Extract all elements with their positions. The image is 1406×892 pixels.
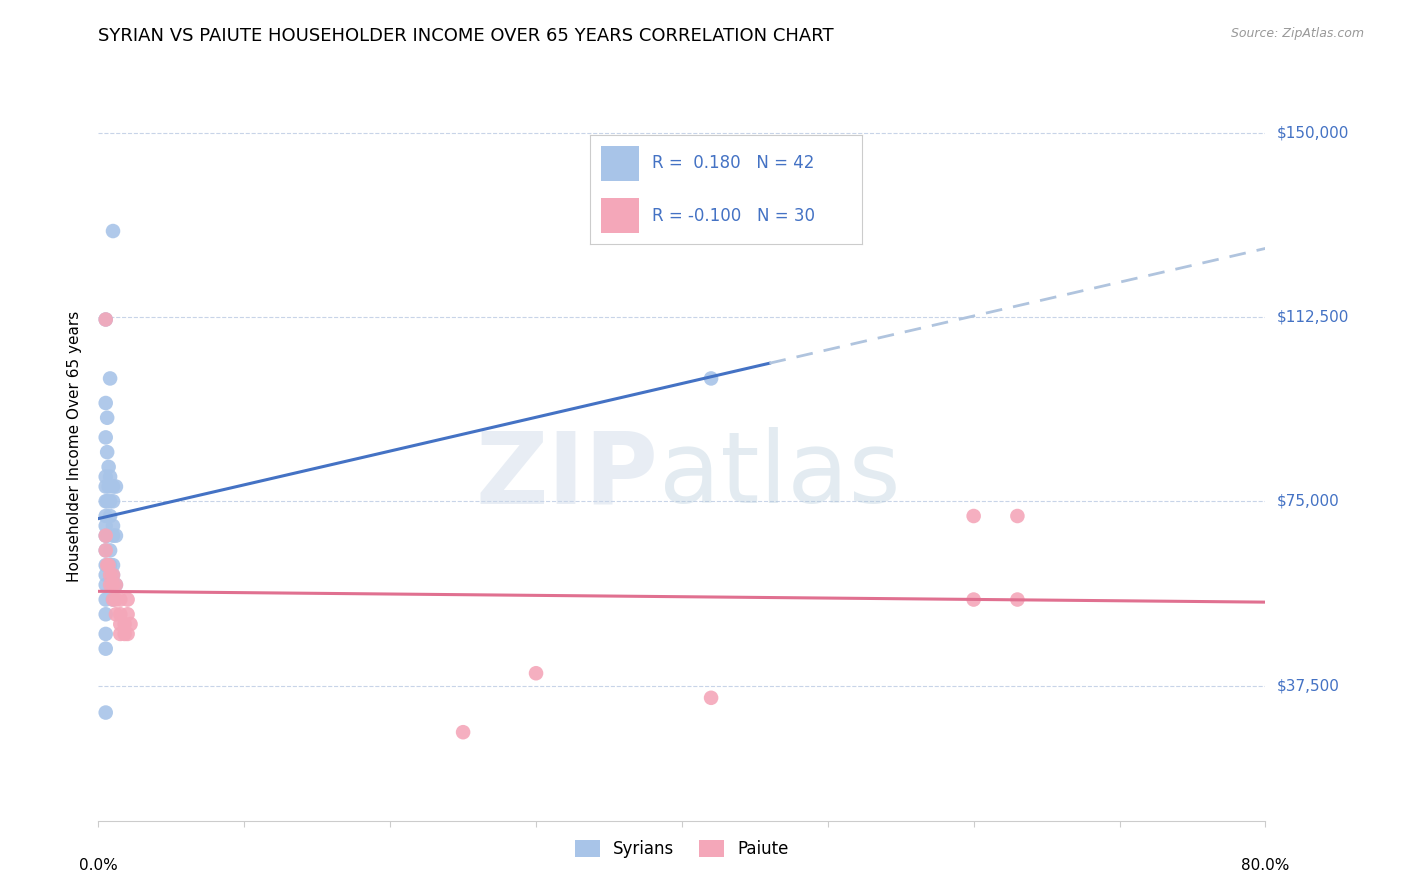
Point <box>94 312 117 326</box>
Point <box>94 607 117 622</box>
Text: ZIP: ZIP <box>475 427 658 524</box>
Point <box>101 558 124 573</box>
Point <box>94 627 117 641</box>
Point <box>98 543 121 558</box>
Point <box>104 479 127 493</box>
Point <box>98 494 121 508</box>
Text: R = -0.100   N = 30: R = -0.100 N = 30 <box>652 207 815 225</box>
Point <box>97 479 120 493</box>
Point <box>94 519 117 533</box>
Point <box>117 627 139 641</box>
Point <box>98 371 121 385</box>
Point <box>1007 592 1029 607</box>
Point <box>101 224 124 238</box>
Text: 80.0%: 80.0% <box>1241 858 1289 873</box>
Point <box>104 529 127 543</box>
Point <box>94 396 117 410</box>
Point <box>104 592 127 607</box>
Point <box>700 690 723 705</box>
Point <box>94 706 117 720</box>
Point <box>101 592 124 607</box>
Point <box>94 543 117 558</box>
Point <box>98 568 121 582</box>
Y-axis label: Householder Income Over 65 years: Householder Income Over 65 years <box>67 310 83 582</box>
Point <box>110 627 132 641</box>
Point <box>104 578 127 592</box>
Text: atlas: atlas <box>658 427 900 524</box>
Point <box>96 558 118 573</box>
Point <box>451 725 474 739</box>
Point <box>98 469 121 483</box>
Text: 0.0%: 0.0% <box>79 858 118 873</box>
Point <box>120 617 142 632</box>
Text: R =  0.180   N = 42: R = 0.180 N = 42 <box>652 154 815 172</box>
Point <box>94 592 117 607</box>
Point <box>96 445 118 459</box>
Bar <box>600 198 638 234</box>
Point <box>101 529 124 543</box>
Point <box>94 529 117 543</box>
Point <box>101 592 124 607</box>
Point <box>96 410 118 425</box>
Point <box>96 529 118 543</box>
Point <box>98 578 121 592</box>
Point <box>101 494 124 508</box>
Text: $150,000: $150,000 <box>1277 125 1348 140</box>
Point <box>98 558 121 573</box>
Point <box>110 592 132 607</box>
Point <box>110 617 132 632</box>
Point <box>94 543 117 558</box>
Point <box>98 508 121 523</box>
Point <box>114 617 136 632</box>
Bar <box>600 145 638 181</box>
Point <box>97 459 120 474</box>
Point <box>1007 508 1029 523</box>
Point <box>94 568 117 582</box>
Point <box>101 568 124 582</box>
Point <box>94 430 117 444</box>
Point <box>110 607 132 622</box>
Point <box>94 641 117 656</box>
Point <box>96 494 118 508</box>
Point <box>101 519 124 533</box>
Point <box>94 558 117 573</box>
Point <box>94 469 117 483</box>
Point <box>94 578 117 592</box>
Point <box>114 627 136 641</box>
Point <box>94 479 117 493</box>
Point <box>101 568 124 582</box>
Point <box>97 558 120 573</box>
Legend: Syrians, Paiute: Syrians, Paiute <box>568 833 796 864</box>
Point <box>94 508 117 523</box>
Point <box>962 508 984 523</box>
Point <box>94 312 117 326</box>
Point <box>104 607 127 622</box>
Point <box>962 592 984 607</box>
Point <box>700 371 723 385</box>
Text: $112,500: $112,500 <box>1277 310 1348 325</box>
Point <box>117 592 139 607</box>
Text: Source: ZipAtlas.com: Source: ZipAtlas.com <box>1230 27 1364 40</box>
Text: $75,000: $75,000 <box>1277 494 1340 508</box>
Text: $37,500: $37,500 <box>1277 678 1340 693</box>
Point <box>117 607 139 622</box>
Point <box>94 529 117 543</box>
Point <box>104 578 127 592</box>
Point <box>524 666 547 681</box>
Text: SYRIAN VS PAIUTE HOUSEHOLDER INCOME OVER 65 YEARS CORRELATION CHART: SYRIAN VS PAIUTE HOUSEHOLDER INCOME OVER… <box>98 27 834 45</box>
Point <box>94 494 117 508</box>
Point <box>101 479 124 493</box>
Point <box>101 578 124 592</box>
